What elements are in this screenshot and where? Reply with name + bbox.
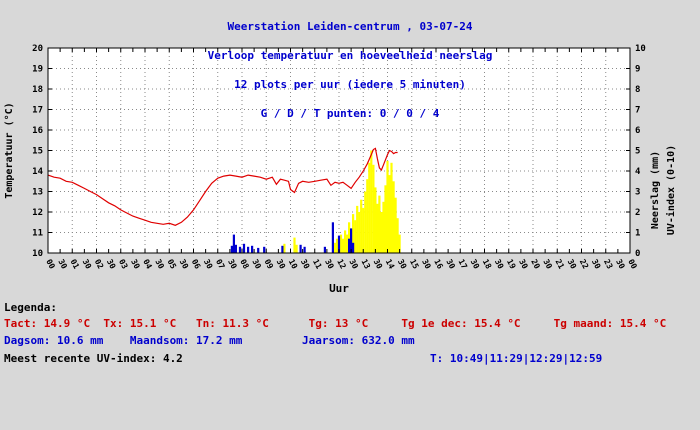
- svg-text:15: 15: [32, 147, 43, 157]
- left-tick-labels: 10 11 12 13 14 15 16 17 18 19 20: [32, 44, 43, 259]
- svg-text:6: 6: [635, 126, 640, 136]
- svg-text:10: 10: [32, 249, 43, 259]
- svg-text:12: 12: [32, 208, 43, 218]
- svg-text:30: 30: [566, 258, 579, 271]
- right-tick-labels: 0 1 2 3 4 5 6 7 8 9 10: [635, 44, 646, 259]
- svg-text:20: 20: [529, 258, 542, 271]
- svg-text:17: 17: [456, 258, 469, 271]
- svg-text:17: 17: [32, 106, 43, 116]
- svg-text:14: 14: [384, 258, 397, 271]
- svg-text:30: 30: [275, 258, 288, 271]
- legend-heading: Legenda:: [4, 301, 57, 314]
- left-axis-title: Temperatuur (°C): [4, 102, 15, 198]
- svg-text:1: 1: [635, 229, 640, 239]
- svg-text:15: 15: [408, 258, 421, 271]
- svg-text:3: 3: [635, 188, 640, 198]
- weather-chart: 00 30 01 30 02 30 03 30 04 30 05 30 06 30 07 30 08 30 09 30…: [4, 44, 677, 295]
- svg-text:30: 30: [202, 258, 215, 271]
- neerslag-blauw-bars: [230, 222, 355, 254]
- svg-text:30: 30: [347, 258, 360, 271]
- legend-uv-index: Meest recente UV-index: 4.2: [4, 352, 183, 365]
- svg-text:13: 13: [359, 258, 372, 271]
- svg-text:30: 30: [469, 258, 482, 271]
- svg-text:04: 04: [141, 258, 154, 271]
- svg-text:00: 00: [626, 258, 639, 271]
- chart-titles: Weerstation Leiden-centrum , 03-07-24 Ve…: [0, 3, 700, 137]
- temperatuur-line: [47, 147, 398, 226]
- svg-text:13: 13: [32, 188, 43, 198]
- svg-text:19: 19: [32, 65, 43, 75]
- legend-temperatures: Tact: 14.9 °C Tx: 15.1 °C Tn: 11.3 °C Tg…: [4, 317, 667, 330]
- svg-text:10: 10: [635, 44, 646, 54]
- svg-text:11: 11: [311, 258, 324, 271]
- title-station-date: Weerstation Leiden-centrum , 03-07-24: [227, 20, 473, 34]
- svg-text:2: 2: [635, 208, 640, 218]
- svg-text:Uur: Uur: [329, 282, 349, 295]
- svg-text:30: 30: [178, 258, 191, 271]
- svg-text:07: 07: [214, 258, 227, 271]
- svg-text:09: 09: [262, 258, 275, 271]
- svg-text:18: 18: [481, 258, 494, 271]
- svg-text:16: 16: [32, 126, 43, 136]
- gridlines: [48, 48, 630, 253]
- svg-text:06: 06: [190, 258, 203, 271]
- svg-text:10: 10: [287, 258, 300, 271]
- x-axis-title: Uur: [329, 282, 349, 295]
- svg-text:30: 30: [396, 258, 409, 271]
- svg-text:Neerslag (mm): Neerslag (mm): [650, 151, 661, 229]
- svg-text:05: 05: [165, 258, 178, 271]
- svg-text:30: 30: [420, 258, 433, 271]
- svg-text:Temperatuur (°C): Temperatuur (°C): [4, 102, 15, 198]
- svg-text:01: 01: [68, 258, 81, 271]
- svg-text:19: 19: [505, 258, 518, 271]
- svg-text:30: 30: [541, 258, 554, 271]
- svg-text:11: 11: [32, 229, 43, 239]
- svg-text:0: 0: [635, 249, 640, 259]
- svg-text:22: 22: [578, 258, 591, 271]
- svg-text:30: 30: [81, 258, 94, 271]
- svg-text:30: 30: [129, 258, 142, 271]
- svg-text:12: 12: [335, 258, 348, 271]
- svg-text:30: 30: [299, 258, 312, 271]
- svg-text:02: 02: [93, 258, 106, 271]
- svg-text:9: 9: [635, 65, 640, 75]
- legend-precipitation-sums: Dagsom: 10.6 mm Maandsom: 17.2 mm Jaarso…: [4, 334, 415, 347]
- svg-text:03: 03: [117, 258, 130, 271]
- svg-text:20: 20: [32, 44, 43, 54]
- svg-text:18: 18: [32, 85, 43, 95]
- svg-text:16: 16: [432, 258, 445, 271]
- title-plot-frequency: 12 plots per uur (iedere 5 minuten): [234, 77, 466, 91]
- svg-text:30: 30: [56, 258, 69, 271]
- right-axis-titles: Neerslag (mm) UV-index (0-10): [650, 145, 677, 235]
- svg-text:30: 30: [614, 258, 627, 271]
- axis-ticks: [47, 47, 631, 254]
- svg-text:23: 23: [602, 258, 615, 271]
- svg-text:30: 30: [226, 258, 239, 271]
- svg-text:30: 30: [590, 258, 603, 271]
- svg-text:08: 08: [238, 258, 251, 271]
- svg-text:5: 5: [635, 147, 640, 157]
- title-gdt-points: G / D / T punten: 0 / 0 / 4: [260, 106, 440, 120]
- title-description: Verloop temperatuur en hoeveelheid neers…: [207, 48, 493, 62]
- svg-text:UV-index (0-10): UV-index (0-10): [665, 145, 677, 235]
- svg-text:30: 30: [372, 258, 385, 271]
- svg-text:30: 30: [153, 258, 166, 271]
- svg-text:30: 30: [250, 258, 263, 271]
- svg-text:30: 30: [105, 258, 118, 271]
- svg-text:00: 00: [44, 258, 57, 271]
- svg-text:30: 30: [493, 258, 506, 271]
- legend-uv-times: T: 10:49|11:29|12:29|12:59: [430, 352, 603, 365]
- svg-text:8: 8: [635, 85, 640, 95]
- svg-text:14: 14: [32, 167, 43, 177]
- svg-text:30: 30: [444, 258, 457, 271]
- svg-text:30: 30: [517, 258, 530, 271]
- svg-text:30: 30: [323, 258, 336, 271]
- svg-text:4: 4: [635, 167, 641, 177]
- svg-text:7: 7: [635, 106, 640, 116]
- x-tick-labels: 00 30 01 30 02 30 03 30 04 30 05 30 06 30 07 30 08 30 09 30…: [44, 258, 639, 271]
- svg-text:21: 21: [553, 258, 566, 271]
- legend: Legenda: Tact: 14.9 °C Tx: 15.1 °C Tn: 1…: [0, 0, 700, 365]
